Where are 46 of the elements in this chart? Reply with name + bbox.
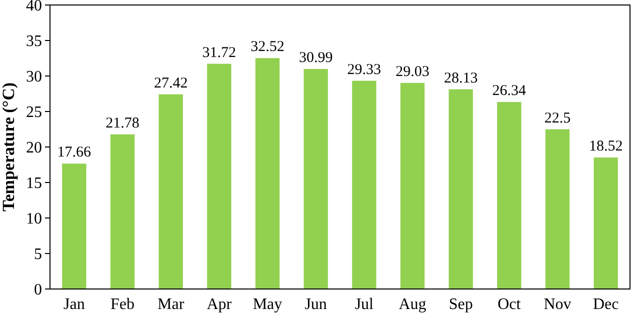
data-label: 32.52 xyxy=(250,39,284,56)
bar xyxy=(62,164,86,289)
y-tick-label: 5 xyxy=(34,246,42,264)
x-tick-label: Aug xyxy=(398,296,426,313)
data-label: 26.34 xyxy=(492,82,527,99)
data-label: 29.33 xyxy=(347,62,382,78)
bar xyxy=(545,129,570,289)
bar xyxy=(400,82,425,289)
data-label: 22.5 xyxy=(544,110,571,126)
bar xyxy=(594,158,618,289)
y-tick-label: 40 xyxy=(26,0,42,15)
x-tick-label: Jul xyxy=(354,296,374,313)
data-label: 21.78 xyxy=(106,115,140,132)
data-label: 29.03 xyxy=(396,64,430,80)
x-tick-label: Apr xyxy=(206,296,232,313)
y-tick-label: 35 xyxy=(26,33,42,50)
x-tick-label: Oct xyxy=(498,296,522,313)
x-tick-label: Mar xyxy=(158,296,185,313)
y-tick-label: 25 xyxy=(26,104,42,122)
y-tick-label: 30 xyxy=(26,68,42,86)
y-tick-label: 10 xyxy=(26,210,42,228)
bar xyxy=(304,68,328,289)
data-label: 27.42 xyxy=(154,75,188,92)
data-label: 28.13 xyxy=(444,70,478,86)
bar xyxy=(158,94,183,289)
bar xyxy=(207,64,232,289)
data-label: 18.52 xyxy=(588,138,623,155)
x-tick-label: May xyxy=(252,296,282,313)
x-tick-label: Feb xyxy=(110,296,134,313)
x-tick-label: Nov xyxy=(544,296,572,313)
x-tick-label: Dec xyxy=(592,296,619,313)
y-tick-label: 0 xyxy=(34,282,42,299)
data-label: 30.99 xyxy=(298,50,333,66)
data-label: 31.72 xyxy=(202,44,236,61)
y-tick-label: 20 xyxy=(26,140,42,157)
bar xyxy=(255,58,280,289)
x-tick-label: Jun xyxy=(304,296,327,313)
bar xyxy=(448,89,473,289)
bar xyxy=(497,102,522,289)
bar xyxy=(352,80,376,289)
y-axis-title: Temperature (°C) xyxy=(0,82,18,212)
y-tick-label: 15 xyxy=(26,175,42,192)
bar xyxy=(110,134,135,289)
x-tick-label: Sep xyxy=(448,296,473,313)
data-label: 17.66 xyxy=(57,144,92,161)
x-tick-label: Jan xyxy=(64,296,85,313)
